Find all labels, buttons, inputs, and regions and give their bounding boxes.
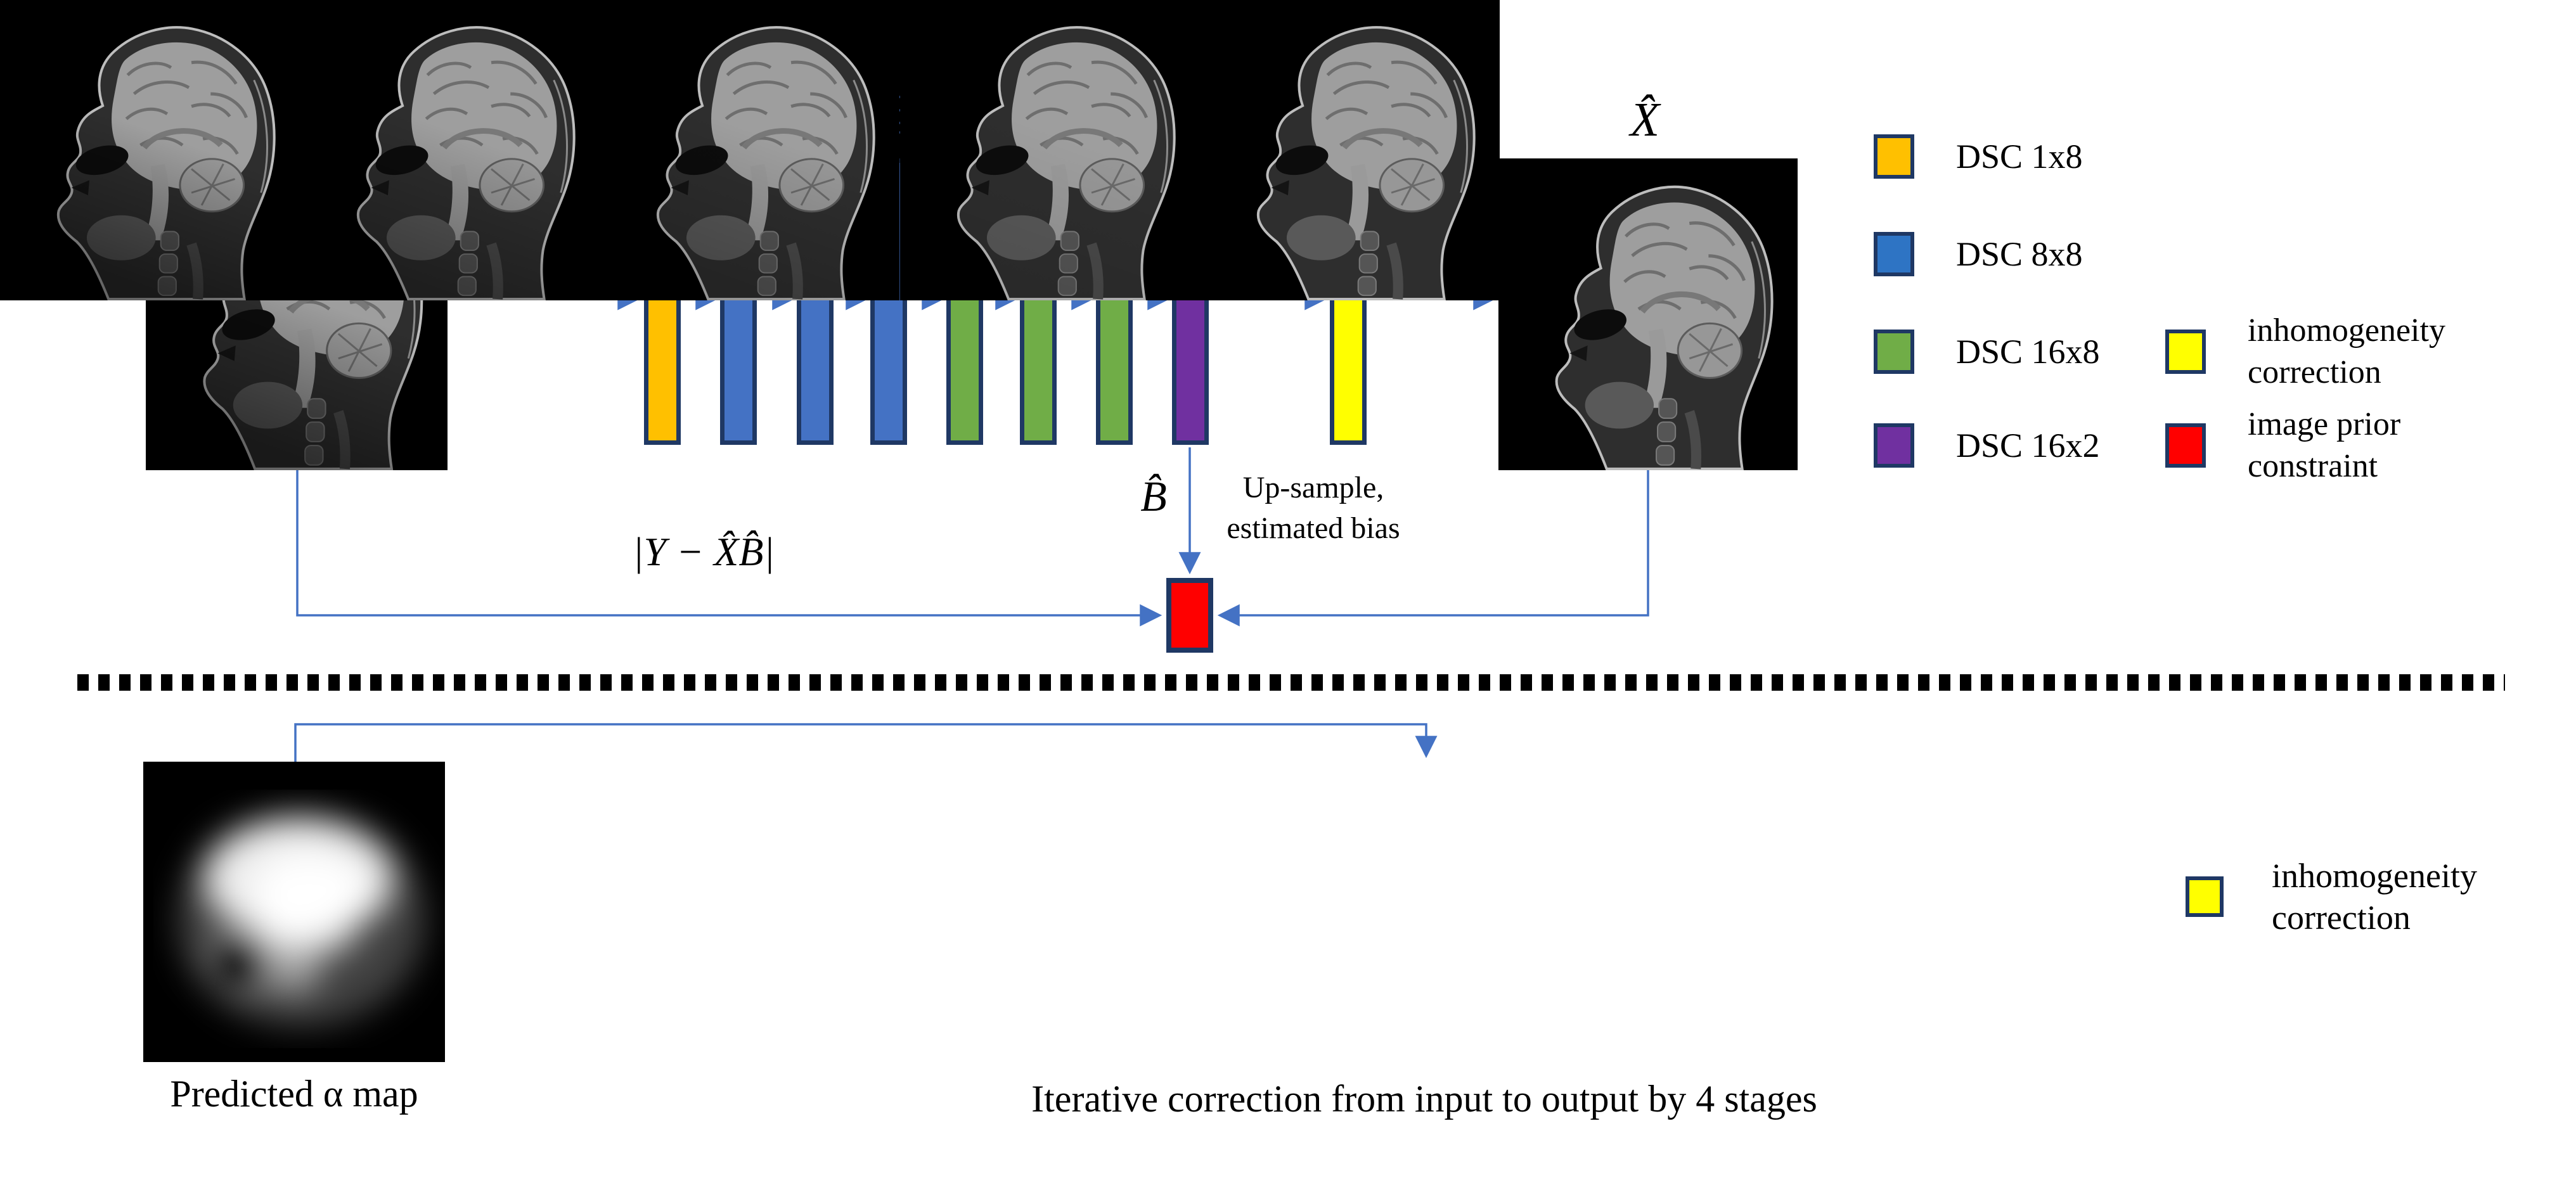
bottom-legend-row: inhomogeneity correction [2186,855,2477,938]
output-mri-image [1498,158,1798,470]
legend-swatch-image-prior-icon [2165,423,2206,468]
stage-image-5 [1200,0,1500,300]
legend-swatch-dsc-1x8-icon [1874,134,1914,179]
bottom-legend-label: inhomogeneity correction [2272,855,2477,938]
output-label: X̂ [1630,93,1660,146]
legend-swatch-dsc-8x8-icon [1874,232,1914,276]
legend-swatch-dsc-16x8-icon [1874,330,1914,374]
predicted-alpha-map-image [143,762,445,1062]
legend-row-image-prior: image prior constraint [2165,404,2400,487]
alpha-map-caption: Predicted α map [170,1073,418,1115]
legend-row-dsc-1x8: DSC 1x8 [1874,134,2083,179]
legend-row-dsc-16x2: DSC 16x2 [1874,423,2100,468]
legend-inhomogeneity-line-1: inhomogeneity [2248,312,2445,349]
stage-image-3 [600,0,900,300]
bias-label: B̂ [1140,472,1167,520]
iterative-correction-strip [0,0,1500,300]
image-prior-constraint-box [1166,578,1213,653]
legend-label-dsc-16x8: DSC 16x8 [1956,333,2100,371]
legend-label-dsc-8x8: DSC 8x8 [1956,235,2083,273]
legend-label-dsc-16x2: DSC 16x2 [1956,426,2100,464]
legend-row-inhomogeneity: inhomogeneity correction [2165,310,2445,394]
bottom-legend-line-2: correction [2272,899,2411,937]
dotted-divider [77,674,2505,691]
legend-inhomogeneity-line-2: correction [2248,354,2381,390]
legend-label-image-prior: image prior constraint [2248,404,2400,487]
bias-arrow-note: Up-sample, estimated bias [1199,468,1427,549]
legend-label-dsc-1x8: DSC 1x8 [1956,138,2083,176]
bottom-legend-swatch-icon [2186,876,2224,917]
bias-note-line-2: estimated bias [1227,511,1400,545]
legend-row-dsc-16x8: DSC 16x8 [1874,330,2100,374]
legend-image-prior-line-2: constraint [2248,448,2378,484]
bottom-legend-line-1: inhomogeneity [2272,857,2477,895]
bias-note-line-1: Up-sample, [1242,471,1384,504]
stage-image-4 [899,0,1200,300]
strip-caption: Iterative correction from input to outpu… [1031,1078,1817,1120]
legend-swatch-dsc-16x2-icon [1874,423,1914,468]
stage-image-2 [300,0,600,300]
stage-image-1 [0,0,300,300]
legend-image-prior-line-1: image prior [2248,406,2401,442]
line-alpha-to-strip [294,723,1438,762]
residual-formula: |Y − X̂B̂| [632,529,775,574]
legend-label-inhomogeneity: inhomogeneity correction [2248,310,2445,394]
legend-row-dsc-8x8: DSC 8x8 [1874,232,2083,276]
legend-swatch-inhomogeneity-icon [2165,330,2206,374]
